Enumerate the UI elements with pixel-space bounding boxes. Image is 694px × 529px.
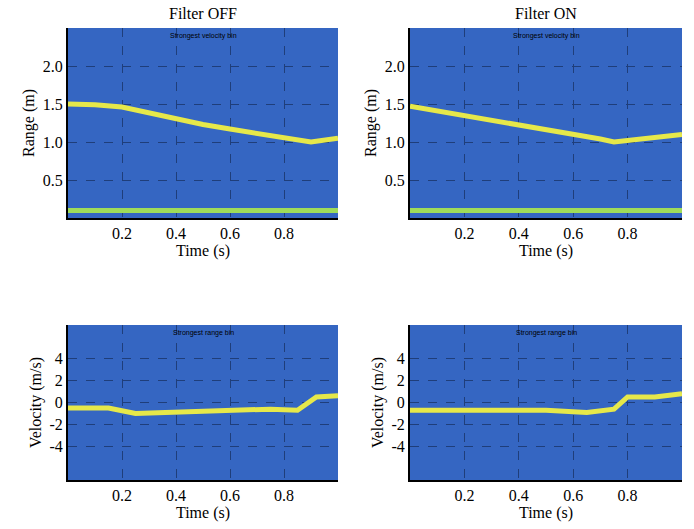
svg-text:1.0: 1.0 [385, 134, 405, 151]
svg-text:Strongest velocity bin: Strongest velocity bin [170, 32, 237, 40]
svg-text:0.6: 0.6 [220, 487, 240, 504]
svg-text:0.6: 0.6 [220, 225, 240, 242]
svg-text:Time (s): Time (s) [519, 242, 573, 260]
svg-text:0: 0 [397, 394, 405, 411]
svg-text:0.4: 0.4 [166, 225, 186, 242]
svg-text:-4: -4 [49, 438, 62, 455]
svg-text:1.5: 1.5 [385, 96, 405, 113]
svg-text:0.2: 0.2 [112, 225, 132, 242]
svg-text:Velocity (m/s): Velocity (m/s) [27, 357, 45, 448]
svg-text:1.0: 1.0 [43, 134, 63, 151]
svg-text:2: 2 [397, 372, 405, 389]
svg-text:0.6: 0.6 [563, 225, 583, 242]
svg-text:4: 4 [55, 350, 63, 367]
svg-text:0.8: 0.8 [274, 225, 294, 242]
svg-text:0.5: 0.5 [43, 172, 63, 189]
svg-text:Time (s): Time (s) [176, 504, 230, 522]
svg-text:0.4: 0.4 [509, 487, 529, 504]
svg-text:0.2: 0.2 [454, 487, 474, 504]
svg-text:-2: -2 [391, 416, 404, 433]
svg-text:Strongest velocity bin: Strongest velocity bin [513, 32, 580, 40]
svg-text:0.8: 0.8 [618, 225, 638, 242]
svg-text:Velocity (m/s): Velocity (m/s) [369, 357, 387, 448]
svg-text:Range (m): Range (m) [362, 89, 380, 157]
svg-text:Time (s): Time (s) [176, 242, 230, 260]
svg-text:-4: -4 [391, 438, 404, 455]
svg-text:Time (s): Time (s) [519, 504, 573, 522]
svg-text:0.2: 0.2 [112, 487, 132, 504]
svg-text:2.0: 2.0 [385, 58, 405, 75]
svg-text:2.0: 2.0 [43, 58, 63, 75]
svg-text:0: 0 [55, 394, 63, 411]
svg-text:Filter OFF: Filter OFF [169, 5, 237, 22]
svg-text:Range (m): Range (m) [20, 89, 38, 157]
svg-text:0.8: 0.8 [618, 487, 638, 504]
svg-text:Strongest range bin: Strongest range bin [173, 329, 234, 337]
svg-text:0.4: 0.4 [509, 225, 529, 242]
svg-text:0.5: 0.5 [385, 172, 405, 189]
svg-text:0.2: 0.2 [454, 225, 474, 242]
svg-text:0.6: 0.6 [563, 487, 583, 504]
svg-text:Strongest range bin: Strongest range bin [516, 329, 577, 337]
svg-text:1.5: 1.5 [43, 96, 63, 113]
svg-text:-2: -2 [49, 416, 62, 433]
svg-text:Filter ON: Filter ON [515, 5, 577, 22]
svg-text:2: 2 [55, 372, 63, 389]
svg-text:4: 4 [397, 350, 405, 367]
svg-text:0.4: 0.4 [166, 487, 186, 504]
svg-text:0.8: 0.8 [274, 487, 294, 504]
